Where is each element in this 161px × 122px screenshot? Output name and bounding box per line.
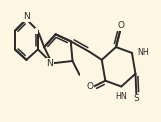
Text: HN: HN: [115, 92, 127, 101]
Text: S: S: [133, 94, 139, 103]
Text: NH: NH: [137, 48, 149, 57]
Text: N: N: [23, 12, 30, 21]
Text: N: N: [47, 59, 53, 68]
Text: O: O: [86, 82, 93, 91]
Text: O: O: [118, 21, 125, 30]
